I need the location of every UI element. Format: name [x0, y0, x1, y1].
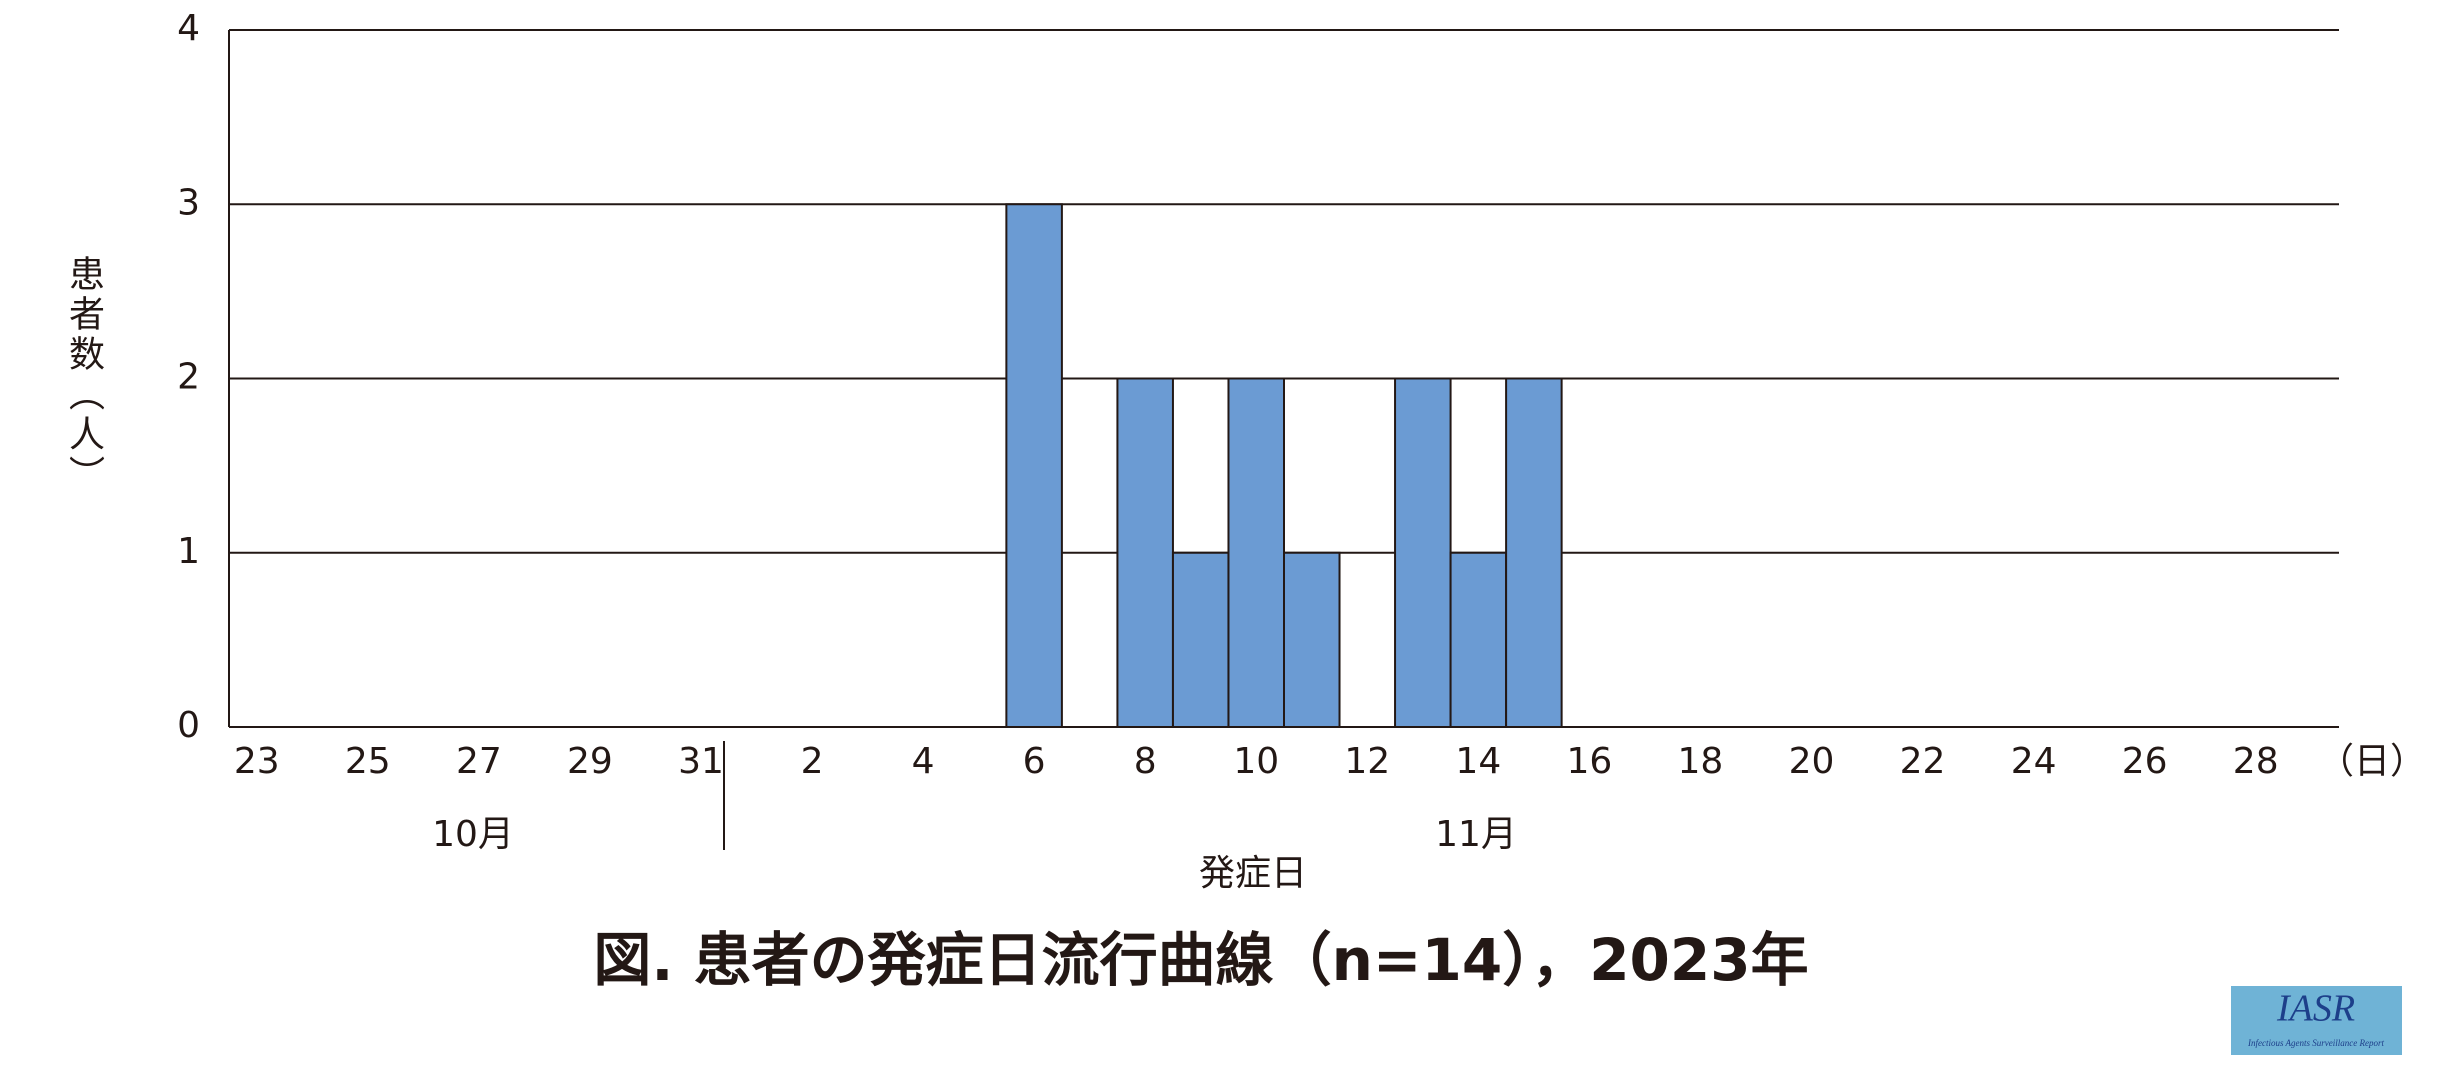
bar — [1283, 551, 1341, 728]
logo: IASR Infectious Agents Surveillance Repo… — [2231, 986, 2402, 1055]
x-tick-label: 27 — [456, 741, 502, 782]
x-tick-label: 20 — [1789, 741, 1835, 782]
x-axis-label: 発症日 — [1199, 853, 1307, 894]
x-tick-label: 23 — [234, 741, 280, 782]
bar — [1505, 377, 1563, 728]
month-label: 10月 — [432, 814, 514, 855]
y-tick-label: 2 — [177, 357, 200, 398]
x-tick-label: 12 — [1344, 741, 1390, 782]
y-tick-label: 4 — [177, 8, 200, 49]
logo-subtitle: Infectious Agents Surveillance Report — [2247, 1038, 2385, 1048]
x-tick-label: 8 — [1134, 741, 1157, 782]
x-tick-label: 22 — [1900, 741, 1946, 782]
x-tick-label: 31 — [678, 741, 724, 782]
x-tick-label: 10 — [1233, 741, 1279, 782]
y-tick-label: 3 — [177, 182, 200, 223]
y-tick-label: 0 — [177, 705, 200, 746]
x-tick-label: 26 — [2122, 741, 2168, 782]
x-unit-label: （日） — [2318, 741, 2426, 782]
y-axis-label: 患者数（人） — [63, 255, 105, 495]
bar — [1394, 377, 1452, 728]
y-tick-label: 1 — [177, 531, 200, 572]
chart-title: 図. 患者の発症日流行曲線（n=14），2023年 — [593, 926, 1808, 994]
x-tick-label: 4 — [912, 741, 935, 782]
x-tick-label: 14 — [1455, 741, 1501, 782]
x-tick-label: 6 — [1023, 741, 1046, 782]
bar — [1116, 377, 1174, 728]
month-label: 11月 — [1435, 814, 1517, 855]
x-tick-label: 28 — [2233, 741, 2279, 782]
bar — [1005, 203, 1063, 728]
logo-title: IASR — [2276, 988, 2355, 1030]
bar — [1171, 551, 1230, 728]
x-tick-label: 24 — [2011, 741, 2057, 782]
x-tick-label: 25 — [345, 741, 391, 782]
x-tick-label: 16 — [1566, 741, 1612, 782]
bar — [1449, 551, 1508, 728]
x-tick-label: 18 — [1678, 741, 1724, 782]
x-tick-label: 2 — [801, 741, 824, 782]
x-tick-label: 29 — [567, 741, 613, 782]
bar — [1227, 377, 1285, 728]
logo-box — [2231, 986, 2402, 1055]
